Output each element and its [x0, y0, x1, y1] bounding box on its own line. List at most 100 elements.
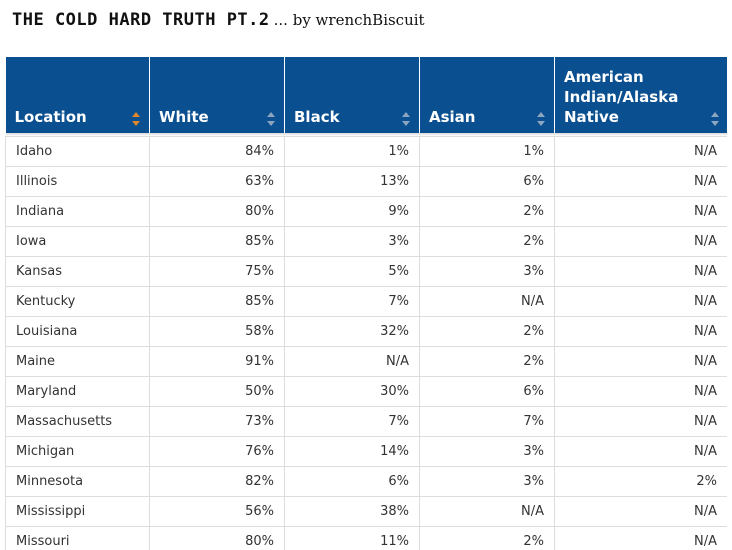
cell-location: Maine [5, 346, 150, 377]
cell-american-indian-alaska-native: N/A [554, 376, 727, 407]
cell-location: Minnesota [5, 466, 150, 497]
cell-asian: 6% [419, 376, 555, 407]
cell-white: 56% [149, 496, 285, 527]
column-header-location[interactable]: Location [5, 57, 150, 133]
cell-location: Missouri [5, 526, 150, 550]
column-header-label: Black [294, 108, 340, 126]
sort-down-arrow [710, 121, 719, 126]
cell-asian: 2% [419, 226, 555, 257]
cell-american-indian-alaska-native: N/A [554, 436, 727, 467]
cell-white: 76% [149, 436, 285, 467]
sort-down-arrow [132, 121, 140, 126]
cell-asian: N/A [419, 286, 555, 317]
cell-black: 7% [284, 286, 420, 317]
cell-white: 63% [149, 166, 285, 197]
sort-down-arrow [537, 121, 545, 126]
cell-american-indian-alaska-native: N/A [554, 166, 727, 197]
sort-down-arrow [402, 121, 410, 126]
cell-black: 32% [284, 316, 420, 347]
cell-white: 50% [149, 376, 285, 407]
cell-american-indian-alaska-native: N/A [554, 496, 727, 527]
cell-black: 9% [284, 196, 420, 227]
cell-asian: 2% [419, 196, 555, 227]
sort-arrows-icon[interactable] [710, 112, 720, 126]
page-title: THE COLD HARD TRUTH PT.2 ... by wrenchBi… [12, 10, 425, 38]
sort-arrows-icon[interactable] [132, 112, 141, 126]
column-header-american-indian-alaska-native[interactable]: American Indian/Alaska Native [554, 57, 727, 133]
table-row: Maine 91% N/A 2% N/A [5, 346, 727, 377]
sort-up-arrow [402, 112, 410, 117]
table-row: Indiana 80% 9% 2% N/A [5, 196, 727, 227]
cell-asian: 1% [419, 136, 555, 167]
sort-arrows-icon[interactable] [267, 112, 276, 126]
table-row: Michigan 76% 14% 3% N/A [5, 436, 727, 467]
cell-location: Louisiana [5, 316, 150, 347]
cell-american-indian-alaska-native: N/A [554, 346, 727, 377]
sort-down-arrow [267, 121, 275, 126]
title-byline: ... by wrenchBiscuit [273, 11, 425, 29]
cell-american-indian-alaska-native: N/A [554, 136, 727, 167]
cell-black: 30% [284, 376, 420, 407]
cell-white: 84% [149, 136, 285, 167]
cell-asian: N/A [419, 496, 555, 527]
cell-location: Kentucky [5, 286, 150, 317]
table-row: Minnesota 82% 6% 3% 2% [5, 466, 727, 497]
cell-asian: 2% [419, 346, 555, 377]
cell-white: 75% [149, 256, 285, 287]
column-header-black[interactable]: Black [284, 57, 420, 133]
data-table-container: Location White Black Asian American Indian/A… [5, 57, 727, 550]
table-row: Mississippi 56% 38% N/A N/A [5, 496, 727, 527]
data-table: Location White Black Asian American Indian/A… [5, 57, 727, 550]
column-header-label: Location [14, 108, 87, 126]
column-header-asian[interactable]: Asian [419, 57, 555, 133]
cell-location: Kansas [5, 256, 150, 287]
cell-asian: 2% [419, 526, 555, 550]
cell-black: 13% [284, 166, 420, 197]
column-header-white[interactable]: White [149, 57, 285, 133]
sort-up-arrow [132, 112, 140, 117]
cell-white: 80% [149, 196, 285, 227]
header-shadow [5, 133, 727, 137]
cell-location: Indiana [5, 196, 150, 227]
cell-white: 82% [149, 466, 285, 497]
cell-white: 80% [149, 526, 285, 550]
column-header-label: Asian [429, 108, 476, 126]
cell-american-indian-alaska-native: N/A [554, 316, 727, 347]
cell-black: 6% [284, 466, 420, 497]
table-row: Massachusetts 73% 7% 7% N/A [5, 406, 727, 437]
cell-black: 1% [284, 136, 420, 167]
table-row: Kentucky 85% 7% N/A N/A [5, 286, 727, 317]
cell-white: 85% [149, 286, 285, 317]
table-body: Idaho 84% 1% 1% N/A Illinois 63% 13% 6% N/A Indian… [5, 133, 727, 550]
table-row: Maryland 50% 30% 6% N/A [5, 376, 727, 407]
table-row: Kansas 75% 5% 3% N/A [5, 256, 727, 287]
title-main: THE COLD HARD TRUTH PT.2 [12, 10, 270, 30]
cell-location: Michigan [5, 436, 150, 467]
cell-location: Maryland [5, 376, 150, 407]
table-row: Iowa 85% 3% 2% N/A [5, 226, 727, 257]
cell-location: Mississippi [5, 496, 150, 527]
cell-location: Idaho [5, 136, 150, 167]
sort-arrows-icon[interactable] [537, 112, 546, 126]
cell-asian: 2% [419, 316, 555, 347]
table-row: Idaho 84% 1% 1% N/A [5, 136, 727, 167]
column-header-label: American Indian/Alaska Native [564, 68, 679, 126]
cell-american-indian-alaska-native: 2% [554, 466, 727, 497]
table-row: Louisiana 58% 32% 2% N/A [5, 316, 727, 347]
header-row: Location White Black Asian American Indian/A… [5, 57, 727, 133]
cell-american-indian-alaska-native: N/A [554, 406, 727, 437]
cell-white: 85% [149, 226, 285, 257]
table-row: Illinois 63% 13% 6% N/A [5, 166, 727, 197]
cell-american-indian-alaska-native: N/A [554, 286, 727, 317]
cell-american-indian-alaska-native: N/A [554, 256, 727, 287]
cell-black: N/A [284, 346, 420, 377]
cell-asian: 6% [419, 166, 555, 197]
table-header: Location White Black Asian American Indian/A… [5, 57, 727, 133]
cell-black: 14% [284, 436, 420, 467]
column-header-label: White [159, 108, 209, 126]
sort-arrows-icon[interactable] [402, 112, 411, 126]
cell-asian: 3% [419, 436, 555, 467]
cell-white: 91% [149, 346, 285, 377]
cell-location: Massachusetts [5, 406, 150, 437]
cell-black: 3% [284, 226, 420, 257]
